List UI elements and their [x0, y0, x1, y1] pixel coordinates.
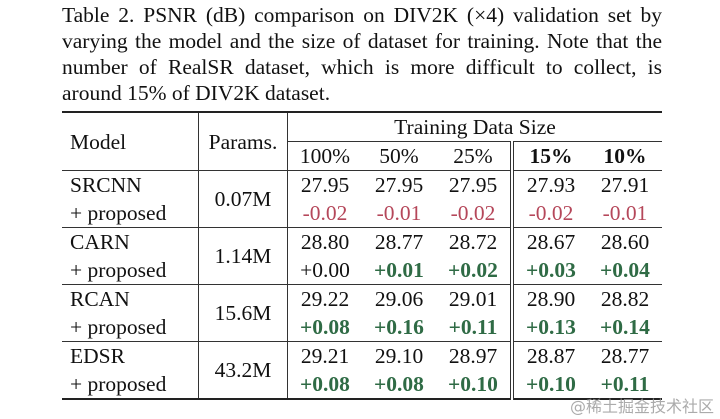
- header-size: 15%: [529, 144, 573, 168]
- psnr-delta: +0.00: [300, 258, 350, 282]
- psnr-value: 28.60: [588, 227, 662, 256]
- psnr-value: 28.87: [512, 341, 588, 370]
- psnr-value: 28.90: [512, 284, 588, 313]
- header-size: 50%: [379, 144, 419, 168]
- header-size: 25%: [436, 141, 514, 171]
- proposed-label: + proposed: [62, 256, 199, 285]
- psnr-value: 29.10: [362, 341, 436, 370]
- psnr-value: 27.93: [512, 170, 588, 199]
- psnr-value: 28.67: [512, 227, 588, 256]
- psnr-value: 29.06: [362, 284, 436, 313]
- psnr-value: 27.91: [588, 170, 662, 199]
- psnr-delta: -0.01: [376, 201, 422, 225]
- proposed-label: + proposed: [62, 199, 199, 228]
- psnr-delta: +0.14: [600, 315, 650, 339]
- psnr-value: 29.22: [287, 284, 362, 313]
- psnr-value: 28.77: [588, 341, 662, 370]
- psnr-value: 27.95: [362, 170, 436, 199]
- psnr-delta: +0.02: [436, 256, 514, 285]
- psnr-value: 27.95: [436, 170, 514, 199]
- table-row: CARN 1.14M 28.80 28.77 28.72 28.67 28.60: [62, 227, 662, 285]
- psnr-value: 28.72: [436, 227, 514, 256]
- header-size: 100%: [299, 144, 351, 168]
- psnr-value: 28.97: [436, 341, 514, 370]
- psnr-delta: +0.10: [436, 370, 514, 399]
- model-name: RCAN: [62, 284, 199, 313]
- watermark: @稀土掘金技术社区: [569, 397, 714, 416]
- psnr-value: 29.21: [287, 341, 362, 370]
- table-row-proposed: + proposed +0.00 +0.01 +0.02 +0.03 +0.04: [62, 256, 662, 285]
- model-name: EDSR: [62, 341, 199, 370]
- psnr-delta: +0.04: [600, 258, 650, 282]
- psnr-value: 27.95: [287, 170, 362, 199]
- header-model: Model: [62, 112, 199, 171]
- table-row-proposed: + proposed +0.08 +0.08 +0.10 +0.10 +0.11: [62, 370, 662, 399]
- psnr-value: 28.82: [588, 284, 662, 313]
- psnr-delta: +0.11: [600, 372, 650, 396]
- proposed-label: + proposed: [62, 370, 199, 399]
- psnr-delta: +0.08: [374, 372, 424, 396]
- table-row-proposed: + proposed +0.08 +0.16 +0.11 +0.13 +0.14: [62, 313, 662, 342]
- model-name: CARN: [62, 227, 199, 256]
- params-value: 1.14M: [198, 227, 288, 285]
- psnr-delta: +0.08: [300, 315, 350, 339]
- header-training-data-size: Training Data Size: [287, 112, 662, 142]
- psnr-delta: +0.08: [300, 372, 350, 396]
- psnr-value: 29.01: [436, 284, 514, 313]
- psnr-value: 28.80: [287, 227, 362, 256]
- psnr-delta: +0.03: [526, 258, 576, 282]
- params-value: 43.2M: [198, 341, 288, 400]
- psnr-delta: -0.02: [436, 199, 514, 228]
- psnr-value: 28.77: [362, 227, 436, 256]
- psnr-delta: -0.02: [528, 201, 574, 225]
- psnr-delta: +0.01: [374, 258, 424, 282]
- table-row: SRCNN 0.07M 27.95 27.95 27.95 27.93 27.91: [62, 170, 662, 228]
- psnr-delta: +0.13: [526, 315, 576, 339]
- params-value: 0.07M: [198, 170, 288, 228]
- psnr-delta: -0.01: [602, 201, 648, 225]
- psnr-table: Model Params. Training Data Size 100% 50…: [62, 111, 662, 400]
- psnr-delta: +0.16: [374, 315, 424, 339]
- table-row: EDSR 43.2M 29.21 29.10 28.97 28.87 28.77: [62, 341, 662, 400]
- params-value: 15.6M: [198, 284, 288, 342]
- table-caption: Table 2. PSNR (dB) comparison on DIV2K (…: [62, 3, 662, 105]
- table-row: RCAN 15.6M 29.22 29.06 29.01 28.90 28.82: [62, 284, 662, 342]
- model-name: SRCNN: [62, 170, 199, 199]
- psnr-delta: -0.02: [302, 201, 348, 225]
- header-params: Params.: [198, 112, 288, 171]
- header-size: 10%: [603, 144, 647, 168]
- proposed-label: + proposed: [62, 313, 199, 342]
- table-row-proposed: + proposed -0.02 -0.01 -0.02 -0.02 -0.01: [62, 199, 662, 228]
- psnr-delta: +0.10: [526, 372, 576, 396]
- psnr-delta: +0.11: [436, 313, 514, 342]
